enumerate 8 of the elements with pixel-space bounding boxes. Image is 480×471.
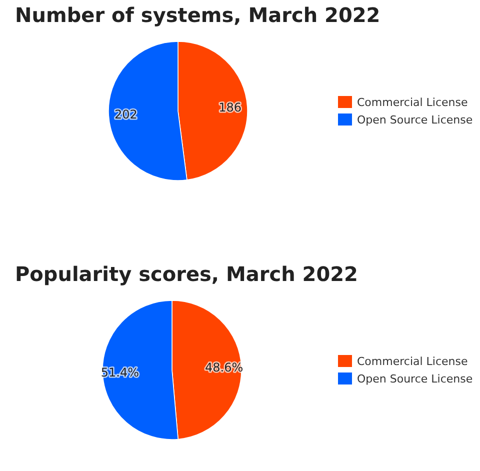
data-label: 186: [218, 100, 242, 115]
chart-title: Popularity scores, March 2022: [15, 262, 358, 286]
legend-label: Commercial License: [357, 96, 468, 109]
legend-label: Open Source License: [357, 372, 473, 386]
data-label: 202: [114, 107, 138, 122]
legend-label: Open Source License: [357, 114, 473, 126]
legend-label: Commercial License: [357, 355, 468, 368]
chart-title: Number of systems, March 2022: [15, 3, 380, 27]
